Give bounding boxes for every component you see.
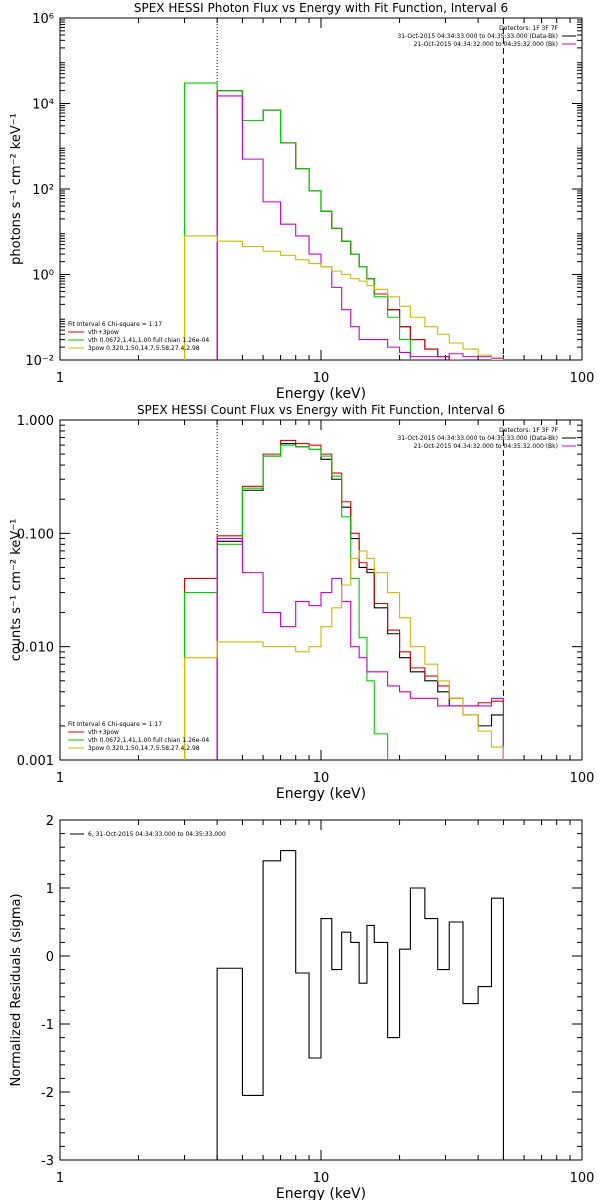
chart2-y-axis-label: counts s⁻¹ cm⁻² keV⁻¹ [9,519,24,662]
chart1-y-tick-label: 10⁰ [32,269,54,284]
chart1-title: SPEX HESSI Photon Flux vs Energy with Fi… [134,1,508,15]
chart2-series-5 [183,550,504,760]
chart3-y-tick-label: -2 [41,1086,54,1101]
chart1-legend-top-right-text: 31-Oct-2015 04:34:33.000 to 04:35:33.000… [397,33,558,40]
chart1-y-tick-label: 10² [32,183,54,198]
chart1-x-tick-label: 1 [56,371,64,386]
chart1-y-axis-label: photons s⁻¹ cm⁻² keV⁻¹ [9,113,24,265]
chart3-x-axis-label: Energy (keV) [276,1186,366,1200]
chart2-x-tick-label: 10 [313,771,330,786]
chart2-x-tick-label: 100 [570,771,595,786]
chart2-y-tick-label: 1.000 [17,414,54,429]
chart2-legend-top-right-text: 31-Oct-2015 04:34:33.000 to 04:35:33.000… [397,435,558,442]
chart3-y-tick-label: -1 [41,1018,54,1033]
chart2-legend-bottom-left-text: Fit Interval 6 Chi-square = 1.17 [68,721,162,728]
chart2-legend-bottom-left-text: vth 0.0672,1.41,1.00 full chian 1.26e-04 [88,737,209,744]
chart2-y-tick-label: 0.100 [17,527,54,542]
chart2-series-4-line [216,537,504,760]
chart1-series-5 [183,235,504,360]
chart2-series-3-line [183,444,389,760]
chart2-series-2-line [183,439,504,760]
chart2-y-tick-label: 0.010 [17,641,54,656]
chart3-series-1-line [216,850,504,1160]
chart3-legend-top-left-text: 6, 31-Oct-2015 04:34:33.000 to 04:35:33.… [88,831,226,838]
chart2-y-tick-label: 0.001 [17,754,54,769]
chart1-series-4-line [216,95,504,360]
chart1-series-5-line [183,235,504,360]
chart2-series-3 [183,444,389,760]
chart1-series-4 [216,95,504,360]
chart3-x-tick-label: 100 [570,1171,595,1186]
chart1-legend-bottom-left-text: Fit Interval 6 Chi-square = 1.17 [68,321,162,328]
chart1-legend-bottom-left-text: vth+3pow [88,329,119,336]
chart2-x-axis-label: Energy (keV) [276,786,366,802]
chart2-title: SPEX HESSI Count Flux vs Energy with Fit… [137,403,505,417]
chart1-y-tick-label: 10⁶ [32,12,54,27]
chart1-series-3-line [183,82,411,360]
chart1-y-tick-label: 10⁻² [25,354,54,369]
chart2-series-5-line [183,550,504,760]
chart1-series-3 [183,82,411,360]
chart2-legend-top-right-text: 21-Oct-2015 04:34:32.000 to 04:35:32.000… [414,443,558,450]
chart1-x-tick-label: 100 [570,371,595,386]
chart1-x-axis-label: Energy (keV) [276,386,366,402]
chart3-y-axis-label: Normalized Residuals (sigma) [9,893,24,1086]
chart1-legend-top-right-text: 21-Oct-2015 04:34:32.000 to 04:35:32.000… [414,41,558,48]
chart2-series-4 [216,537,504,760]
chart2-series-1 [216,442,504,760]
chart1-x-tick-label: 10 [313,371,330,386]
chart2-legend-top-right-text: Detectors: 1F 3F 7F [499,427,558,434]
chart1-legend-bottom-left-text: vth 0.0672,1.41,1.00 full chian 1.26e-04 [88,337,209,344]
chart3-x-tick-label: 1 [56,1171,64,1186]
chart1-legend-bottom-left-text: 3pow 0.320,1.50,14.7,5.58,27.4,2.98 [88,345,200,352]
chart2-series-1-line [216,442,504,760]
chart2-x-tick-label: 1 [56,771,64,786]
chart2-legend-bottom-left-text: vth+3pow [88,729,119,736]
chart3-y-tick-label: 1 [46,882,54,897]
chart3-series-1 [216,850,504,1160]
chart1-legend-top-right-text: Detectors: 1F 3F 7F [499,25,558,32]
chart3-y-tick-label: 2 [46,814,54,829]
chart2-series-2 [183,439,504,760]
chart3-x-tick-label: 10 [313,1171,330,1186]
chart3-y-tick-label: -3 [41,1154,54,1169]
chart2-legend-bottom-left-text: 3pow 0.320,1.50,14.7,5.58,27.4,2.98 [88,745,200,752]
chart3-y-tick-label: 0 [46,950,54,965]
chart1-y-tick-label: 10⁴ [32,98,54,113]
